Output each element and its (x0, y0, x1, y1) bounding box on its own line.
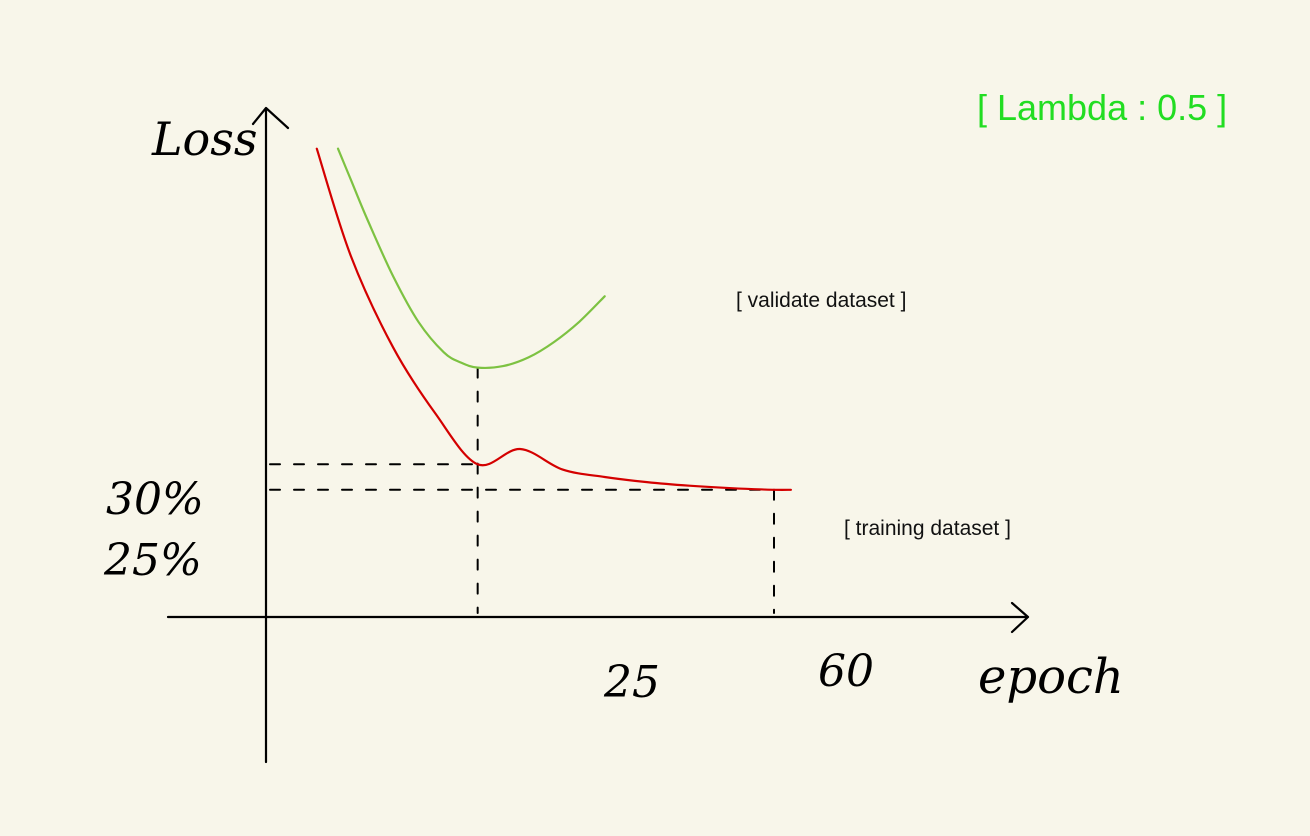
training-series-label: [ training dataset ] (844, 517, 1011, 540)
x-axis (166, 601, 1030, 634)
x-axis-label: epoch (978, 649, 1124, 705)
y-tick-label-25: 25% (103, 535, 202, 586)
y-axis (251, 106, 290, 764)
lambda-annotation: [ Lambda : 0.5 ] (977, 87, 1227, 128)
training-loss-line (315, 147, 792, 491)
validate-series-label: [ validate dataset ] (736, 289, 906, 312)
series-group (315, 147, 792, 491)
validate-loss-line (336, 147, 606, 369)
guide-lines (269, 366, 775, 614)
y-tick-label-30: 30% (106, 474, 204, 525)
x-tick-label-25: 25 (603, 657, 660, 708)
x-tick-label-60: 60 (818, 646, 874, 697)
y-axis-label: Loss (151, 112, 257, 166)
